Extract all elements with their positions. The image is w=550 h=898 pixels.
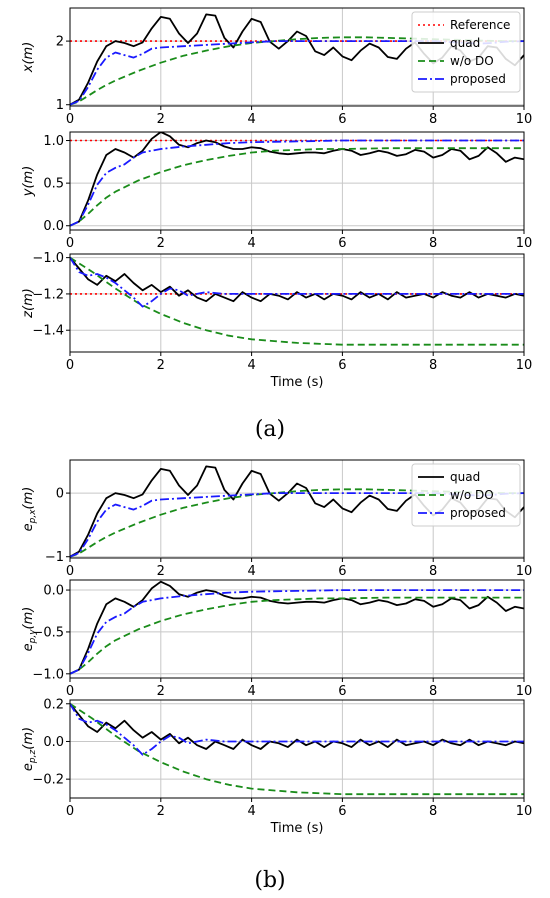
- x-tick-label: 4: [247, 358, 255, 373]
- series-line-quad: [70, 703, 524, 750]
- x-tick-label: 2: [157, 684, 165, 699]
- legend-label: proposed: [450, 72, 506, 86]
- x-tick-label: 2: [157, 804, 165, 819]
- subplot-1: 0 2 4 6 8 10 0.0 0.5 1.0 y(m): [21, 131, 533, 251]
- subplot-2: 0 2 4 6 8 10 −1.0 −1.2 −1.4 z(m) Time (s): [21, 251, 532, 390]
- y-tick-label: 0.0: [43, 735, 64, 750]
- y-tick-label: 0.5: [43, 177, 64, 192]
- legend-box: [411, 463, 521, 527]
- x-tick-label: 8: [429, 112, 437, 127]
- plot-area: [70, 254, 524, 352]
- axes-frame: [69, 699, 525, 799]
- y-tick-label: 2: [56, 35, 64, 50]
- x-tick-label: 10: [516, 358, 533, 373]
- x-tick-label: 2: [157, 112, 165, 127]
- series-line-proposed: [70, 589, 524, 675]
- y-tick-label: −0.2: [32, 773, 64, 788]
- x-axis-label: Time (s): [270, 821, 324, 836]
- y-tick-label: 0.0: [43, 584, 64, 599]
- y-tick-label: 0.0: [43, 219, 64, 234]
- y-tick-label: −0.5: [32, 625, 64, 640]
- y-tick-label: 0.2: [43, 697, 64, 712]
- legend-label: Reference: [450, 18, 510, 32]
- panel-label-b: (b): [254, 868, 285, 893]
- x-tick-label: 6: [338, 236, 346, 251]
- series-line-quad: [70, 257, 524, 303]
- x-tick-label: 4: [247, 684, 255, 699]
- y-tick-label: −1.4: [32, 324, 64, 339]
- x-tick-label: 0: [66, 804, 74, 819]
- y-axis-label: x(m): [21, 42, 36, 74]
- series-line-proposed: [70, 139, 524, 227]
- y-tick-label: 1.0: [43, 134, 64, 149]
- y-tick-label: −1: [45, 550, 64, 565]
- x-tick-label: 6: [338, 804, 346, 819]
- y-tick-label: 0: [56, 487, 64, 502]
- x-axis-label: Time (s): [270, 375, 324, 390]
- legend-label: proposed: [450, 506, 506, 520]
- x-tick-label: 2: [157, 236, 165, 251]
- series-line-quad: [70, 132, 524, 227]
- series-line-w-o-do: [70, 596, 524, 675]
- y-axis-label: ep,x(m): [21, 487, 38, 532]
- x-tick-label: 2: [157, 358, 165, 373]
- legend-label: w/o DO: [450, 54, 494, 68]
- x-tick-label: 6: [338, 358, 346, 373]
- axes-frame: [69, 131, 525, 231]
- subplot-4: 0 2 4 6 8 10 0.0 −0.5 −1.0 ep,y(m): [21, 579, 533, 699]
- legend-label: quad: [450, 470, 480, 484]
- x-tick-label: 6: [338, 112, 346, 127]
- x-tick-label: 10: [516, 564, 533, 579]
- y-tick-label: −1.0: [32, 667, 64, 682]
- legend-label: w/o DO: [450, 488, 494, 502]
- plot-area: [70, 700, 524, 798]
- x-tick-label: 8: [429, 804, 437, 819]
- y-tick-label: −1.0: [32, 251, 64, 266]
- y-axis-label: ep,y(m): [21, 607, 38, 652]
- series-line-w-o-do: [70, 147, 524, 227]
- x-tick-label: 8: [429, 236, 437, 251]
- y-axis-label: ep,z(m): [21, 727, 38, 771]
- x-tick-label: 4: [247, 112, 255, 127]
- y-tick-label: −1.2: [32, 287, 64, 302]
- x-tick-label: 10: [516, 804, 533, 819]
- series-line-proposed: [70, 703, 524, 756]
- x-tick-label: 10: [516, 684, 533, 699]
- axes-frame: [69, 579, 525, 679]
- x-tick-label: 0: [66, 236, 74, 251]
- x-tick-label: 10: [516, 112, 533, 127]
- x-tick-label: 0: [66, 358, 74, 373]
- x-tick-label: 4: [247, 564, 255, 579]
- x-tick-label: 6: [338, 684, 346, 699]
- x-tick-label: 0: [66, 564, 74, 579]
- axes-frame: [69, 253, 525, 353]
- x-tick-label: 8: [429, 684, 437, 699]
- series-line-w-o-do: [70, 703, 524, 796]
- x-tick-label: 8: [429, 564, 437, 579]
- x-tick-label: 4: [247, 236, 255, 251]
- series-line-proposed: [70, 257, 524, 308]
- y-axis-label: z(m): [21, 288, 36, 319]
- subplot-5: 0 2 4 6 8 10 0.2 0.0 −0.2 ep,z(m) Time (s): [21, 697, 532, 836]
- x-tick-label: 6: [338, 564, 346, 579]
- x-tick-label: 0: [66, 684, 74, 699]
- y-axis-label: y(m): [21, 166, 36, 198]
- x-tick-label: 10: [516, 236, 533, 251]
- legend-label: quad: [450, 36, 480, 50]
- series-line-w-o-do: [70, 256, 524, 346]
- y-tick-label: 1: [56, 98, 64, 113]
- x-tick-label: 4: [247, 804, 255, 819]
- x-tick-label: 2: [157, 564, 165, 579]
- axes-frame: [69, 459, 525, 559]
- x-tick-label: 8: [429, 358, 437, 373]
- legend-box: [411, 11, 521, 93]
- x-tick-label: 0: [66, 112, 74, 127]
- panel-label-a: (a): [255, 417, 285, 442]
- series-line-quad: [70, 580, 524, 675]
- axes-frame: [69, 7, 525, 107]
